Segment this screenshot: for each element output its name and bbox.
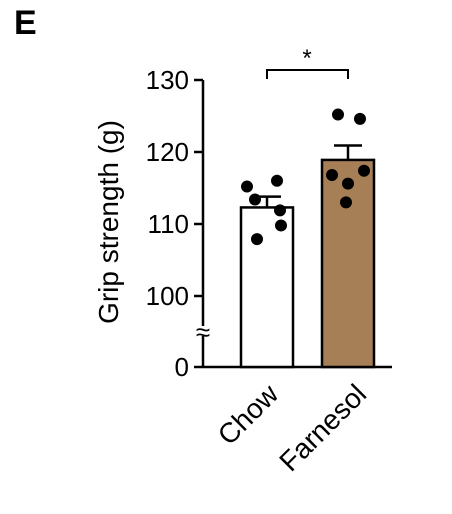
y-tick-label: 120 bbox=[146, 137, 189, 167]
data-point bbox=[274, 204, 286, 217]
significance-star: * bbox=[302, 45, 311, 72]
y-tick-label: 100 bbox=[146, 281, 189, 311]
y-tick-label: 110 bbox=[148, 209, 189, 239]
data-point bbox=[354, 112, 366, 125]
axis-break-mark: ≈ bbox=[196, 317, 210, 347]
axes: ≈ bbox=[196, 80, 392, 369]
category-label: Chow bbox=[212, 378, 285, 451]
data-points bbox=[241, 108, 370, 246]
category-label: Farnesol bbox=[273, 378, 372, 477]
bars bbox=[239, 158, 376, 369]
data-point bbox=[271, 174, 283, 187]
y-axis-label: Grip strength (g) bbox=[93, 120, 124, 324]
bar-farnesol bbox=[320, 158, 376, 369]
data-point bbox=[326, 169, 338, 182]
y-ticks: 0 100 110 120 130 bbox=[146, 65, 203, 382]
data-point bbox=[340, 196, 352, 209]
y-tick-label: 130 bbox=[146, 65, 189, 95]
data-point bbox=[241, 180, 253, 193]
data-point bbox=[251, 233, 263, 246]
bracket-line bbox=[266, 69, 349, 79]
data-point bbox=[275, 219, 287, 232]
data-point bbox=[332, 108, 344, 121]
data-point bbox=[358, 164, 370, 177]
panel-label: E bbox=[14, 4, 37, 42]
bar-chow bbox=[239, 206, 295, 369]
y-tick-label: 0 bbox=[175, 352, 189, 382]
significance-bracket: * bbox=[266, 45, 349, 79]
data-point bbox=[342, 177, 354, 190]
data-point bbox=[249, 193, 261, 206]
